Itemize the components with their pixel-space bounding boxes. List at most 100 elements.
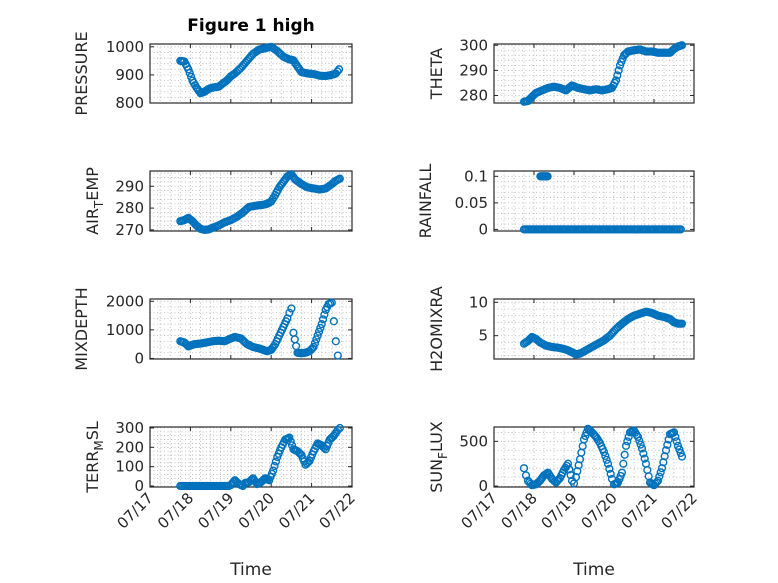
data-point [672,437,681,446]
x-tick-label: 07/22 [316,489,359,532]
y-axis-label-text: THETA [427,48,446,100]
data-point [617,468,627,477]
data-point [333,425,342,435]
plot-area [493,170,695,232]
axes-box [493,426,695,488]
data-point [669,428,679,437]
y-tick-label: 0.1 [464,167,488,185]
y-axis-label-text: H2OMIXRA [427,286,446,372]
y-tick-label: 290 [115,177,144,195]
y-axis-label: THETA [427,48,446,100]
subplot-6: 5 10 H2OMIXRA [427,286,695,372]
data-point [623,437,632,446]
axes-box [149,43,353,104]
data-point [521,471,531,480]
data-point [639,449,648,458]
y-axis-label: AIRTEMP [83,167,106,235]
data-point [613,71,622,80]
data-point [636,440,645,449]
y-tick-label: 100 [115,458,144,476]
data-point [677,319,687,328]
y-axis-label-tail: SL [83,421,102,440]
x-tick-label: 07/19 [538,489,581,532]
y-axis-label-text: MIXDEPTH [72,287,91,370]
axes-box [493,43,695,104]
data-point [633,432,643,441]
data-point [185,68,194,78]
data-point [285,433,294,442]
y-tick-label: 0 [478,477,488,495]
y-tick-label: 800 [115,94,144,112]
series-markers [519,424,687,490]
subplot-3: 270 280 290 AIRTEMP [83,167,353,239]
data-point [677,452,687,461]
y-axis-label-subscript: F [436,452,450,459]
data-point [519,464,529,473]
data-point [316,323,325,333]
data-point [663,440,672,450]
y-tick-label: 10 [469,293,488,311]
subplot-2: 280 290 300 THETA [427,36,695,106]
y-tick-label: 270 [115,221,144,239]
y-tick-label: 500 [459,432,488,450]
data-point [653,476,663,485]
axes-box [149,170,353,232]
data-point [271,457,281,466]
data-point [581,431,590,441]
grid [494,44,694,103]
y-axis-label-tail: LUX [427,421,446,452]
x-tick-label: 07/18 [498,489,541,532]
data-point [620,450,629,459]
y-axis-label: H2OMIXRA [427,286,446,372]
figure-title: Figure 1 high [187,16,315,36]
x-tick-label: 07/21 [618,489,661,532]
y-tick-label: 1000 [106,321,144,339]
series-markers [176,298,342,360]
data-point [310,339,320,348]
y-axis-label-text: RAINFALL [416,164,435,239]
data-point [673,441,683,450]
data-point [635,436,644,445]
data-point [335,423,344,433]
data-point [543,172,552,181]
data-point [313,331,322,340]
data-point [640,454,649,463]
y-tick-label: 0 [134,477,144,495]
y-tick-label: 300 [115,419,144,437]
y-tick-label: 290 [459,61,488,79]
x-tick-label: 07/20 [235,489,278,532]
data-point [655,472,664,481]
data-point [621,441,631,450]
data-point [656,468,665,477]
series-markers [519,307,687,359]
data-point [329,317,338,326]
y-axis-label: PRESSURE [72,31,91,115]
series-markers [176,170,344,235]
data-point [603,459,613,468]
subplot-5: 0 1000 2000 MIXDEPTH [72,287,353,371]
data-point [602,455,611,464]
data-point [566,470,575,480]
y-axis-label: RAINFALL [416,164,435,239]
x-axis-label-left: Time [229,560,272,580]
y-axis-label-tail: EMP [83,167,102,201]
y-axis-label-text: AIR [83,208,102,235]
data-point [270,461,279,471]
y-tick-label: 0 [478,220,488,238]
data-point [676,225,685,234]
x-tick-label: 07/20 [578,489,621,532]
data-point [333,351,342,360]
x-tick-label: 07/17 [458,489,501,532]
y-tick-label: 5 [478,327,488,345]
data-point [287,304,296,313]
y-axis-label: SUNFLUX [427,421,450,493]
x-tick-label: 07/21 [275,489,318,532]
axes-box [149,298,353,360]
y-tick-label: 1000 [106,38,144,56]
data-point [317,320,326,329]
data-point [312,335,321,344]
y-tick-label: 300 [459,36,488,54]
y-axis-label-text: TERR [83,451,102,494]
data-point [285,308,294,317]
